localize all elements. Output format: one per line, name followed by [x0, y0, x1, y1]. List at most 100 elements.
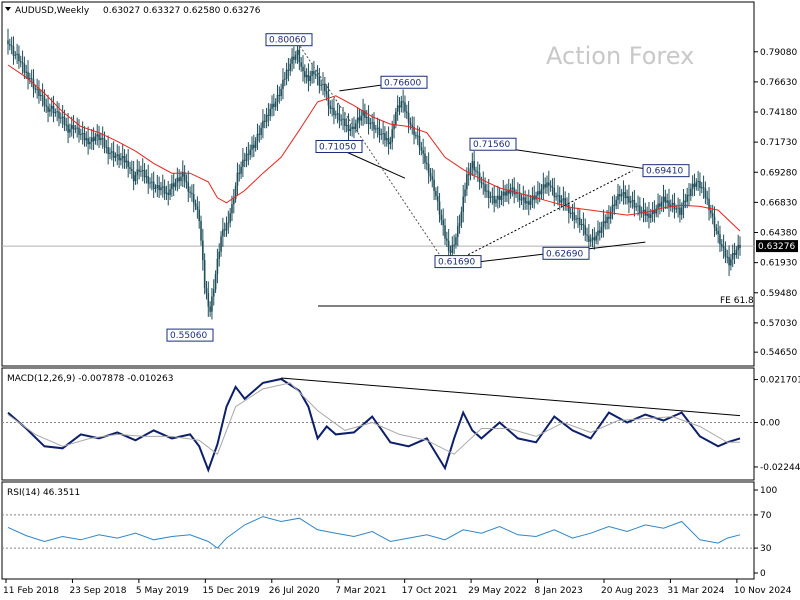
candle-body [697, 180, 699, 182]
candle-body [285, 69, 288, 79]
candle-body [555, 196, 557, 198]
candle-body [648, 213, 650, 218]
candle-body [16, 53, 18, 55]
candle-body [338, 113, 341, 121]
candle-body [216, 258, 219, 275]
candle-body [411, 124, 414, 127]
candle-body [227, 222, 230, 224]
candle-body [107, 147, 109, 154]
candle-body [12, 46, 15, 56]
candle-body [679, 207, 681, 215]
rsi-title: RSI(14) 46.3511 [7, 488, 80, 498]
candle-body [513, 187, 516, 195]
candle-body [158, 185, 160, 191]
candle-body [90, 137, 93, 143]
candle-body [475, 170, 477, 172]
candle-body [520, 199, 523, 201]
rsi-tick-label: 100 [760, 486, 777, 496]
candle-body [114, 156, 117, 158]
candle-body [540, 189, 543, 195]
candle-body [202, 240, 204, 261]
rsi-line [7, 516, 741, 549]
candle-body [21, 62, 24, 64]
candle-body [600, 227, 603, 233]
candle-body [553, 187, 556, 198]
candle-body [278, 94, 281, 96]
candle-body [440, 214, 443, 221]
level-label-box [469, 137, 517, 151]
level-label-box [434, 255, 482, 269]
candle-body [467, 174, 470, 176]
candle-body [604, 221, 607, 224]
candle-body [74, 128, 77, 130]
candle-body [515, 192, 517, 195]
candle-body [426, 162, 428, 164]
level-label: 0.69410 [646, 167, 683, 177]
candle-body [160, 187, 162, 191]
candle-body [649, 214, 652, 218]
candle-body [640, 211, 643, 213]
level-label: 0.62690 [546, 249, 583, 259]
candle-body [60, 117, 62, 119]
candle-body [72, 125, 75, 130]
candle-body [298, 49, 301, 63]
candle-body [735, 249, 738, 255]
dropdown-triangle-icon[interactable] [5, 7, 11, 11]
candle-body [10, 45, 13, 47]
candle-body [81, 133, 84, 135]
candle-body [267, 114, 270, 116]
projection-line [295, 39, 448, 266]
candle-body [646, 213, 648, 216]
candle-body [597, 230, 599, 236]
candle-body [364, 110, 366, 118]
x-tick-label: 26 Jul 2020 [269, 586, 320, 596]
candle-body [36, 88, 38, 90]
candle-body [642, 209, 645, 212]
candle-body [373, 122, 375, 130]
candle-body [668, 200, 670, 207]
level-label: 0.71050 [319, 142, 356, 152]
candle-body [333, 107, 335, 116]
candle-body [161, 186, 164, 188]
candle-body [680, 207, 683, 215]
macd-trendline-line [281, 377, 741, 417]
candle-body [167, 192, 170, 195]
candle-body [209, 306, 211, 312]
candle-body [560, 200, 563, 203]
candle-body [407, 112, 410, 123]
candle-body [116, 154, 119, 157]
candle-body [253, 144, 255, 148]
candle-body [311, 71, 313, 77]
candle-body [549, 185, 552, 187]
candle-body [589, 239, 592, 242]
price-plot [2, 28, 754, 320]
candle-body [127, 160, 129, 168]
ma-line [7, 64, 741, 232]
candle-body [449, 250, 452, 253]
price-tick-label: 0.54650 [760, 348, 797, 358]
candle-body [571, 212, 574, 214]
candle-body [730, 259, 732, 266]
candle-body [283, 78, 286, 80]
candle-body [212, 289, 215, 297]
candle-body [531, 195, 534, 201]
candle-body [362, 110, 364, 116]
candle-body [220, 236, 222, 252]
price-tick-label: 0.59480 [760, 289, 797, 299]
candle-body [207, 293, 210, 307]
candle-body [442, 220, 444, 226]
candle-body [70, 125, 73, 129]
rsi-tick-label: 0 [760, 569, 766, 579]
candle-body [504, 191, 506, 196]
candle-body [19, 61, 22, 63]
candle-body [455, 237, 457, 246]
candle-body [578, 217, 581, 226]
candle-body [562, 198, 565, 201]
candle-body [318, 76, 321, 86]
candle-body [577, 217, 579, 219]
candle-body [433, 179, 435, 191]
candle-body [320, 84, 322, 86]
candle-body [666, 200, 668, 203]
